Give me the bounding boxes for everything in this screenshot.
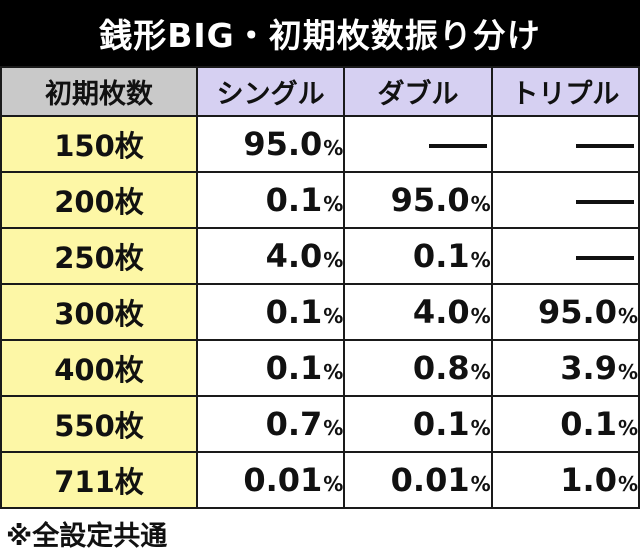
cell-value: 1.0 [560, 461, 617, 499]
cell-value: 0.01 [390, 461, 470, 499]
cell-single: 0.1% [195, 339, 346, 397]
percent-sign: % [323, 136, 344, 160]
dash-mark: — [576, 256, 634, 260]
dash-mark: — [428, 144, 487, 148]
cell-single: 4.0% [195, 227, 346, 285]
cell-double: 4.0% [343, 283, 493, 341]
cell-double: 0.01% [343, 451, 493, 509]
row-label: 550枚 [0, 395, 198, 453]
cell-value: 95.0 [243, 125, 323, 163]
row-label: 300枚 [0, 283, 198, 341]
percent-sign: % [617, 472, 638, 496]
cell-value: 0.1 [412, 405, 470, 443]
cell-single: 0.7% [195, 395, 346, 453]
row-label: 400枚 [0, 339, 198, 397]
cell-double: — [343, 115, 493, 173]
row-label: 250枚 [0, 227, 198, 285]
cell-triple: — [490, 171, 640, 229]
cell-value: 95.0 [538, 293, 617, 331]
cell-value: 95.0 [390, 181, 470, 219]
table-row: 400枚 0.1% 0.8% 3.9% [0, 339, 640, 397]
table-row: 300枚 0.1% 4.0% 95.0% [0, 283, 640, 341]
allocation-table: 初期枚数 シングル ダブル トリプル 150枚95.0%——200枚0.1%95… [0, 66, 640, 509]
percent-sign: % [617, 416, 638, 440]
row-label: 200枚 [0, 171, 198, 229]
table-row: 550枚 0.7% 0.1% 0.1% [0, 395, 640, 453]
cell-single: 95.0% [195, 115, 346, 173]
dash-mark: — [576, 200, 634, 204]
percent-sign: % [470, 416, 491, 440]
cell-double: 0.8% [343, 339, 493, 397]
cell-value: 0.1 [265, 349, 323, 387]
column-header-double: ダブル [343, 66, 493, 117]
cell-value: 0.7 [265, 405, 323, 443]
cell-value: 0.8 [412, 349, 470, 387]
cell-value: 0.01 [243, 461, 323, 499]
percent-sign: % [323, 416, 344, 440]
percent-sign: % [323, 304, 344, 328]
cell-double: 0.1% [343, 395, 493, 453]
cell-triple: 1.0% [490, 451, 640, 509]
cell-value: 4.0 [412, 293, 470, 331]
row-label: 150枚 [0, 115, 198, 173]
cell-value: 3.9 [560, 349, 617, 387]
cell-triple: — [490, 227, 640, 285]
cell-value: 0.1 [265, 181, 323, 219]
percent-sign: % [470, 472, 491, 496]
percent-sign: % [323, 248, 344, 272]
cell-value: 4.0 [265, 237, 323, 275]
percent-sign: % [617, 360, 638, 384]
table-header-row: 初期枚数 シングル ダブル トリプル [0, 66, 640, 117]
dash-mark: — [576, 144, 634, 148]
percent-sign: % [470, 248, 491, 272]
percent-sign: % [323, 360, 344, 384]
cell-value: 0.1 [412, 237, 470, 275]
table-row: 711枚 0.01% 0.01% 1.0% [0, 451, 640, 509]
cell-single: 0.1% [195, 171, 346, 229]
corner-header: 初期枚数 [0, 66, 198, 117]
column-header-triple: トリプル [490, 66, 640, 117]
cell-double: 0.1% [343, 227, 493, 285]
cell-double: 95.0% [343, 171, 493, 229]
percent-sign: % [470, 304, 491, 328]
percent-sign: % [470, 192, 491, 216]
row-label: 711枚 [0, 451, 198, 509]
page-title: 銭形BIG・初期枚数振り分け [0, 0, 640, 66]
cell-single: 0.01% [195, 451, 346, 509]
column-header-single: シングル [195, 66, 346, 117]
cell-value: 0.1 [265, 293, 323, 331]
cell-triple: 95.0% [490, 283, 640, 341]
table-body: 150枚95.0%——200枚0.1%95.0%—250枚4.0%0.1%—30… [0, 115, 640, 509]
cell-triple: — [490, 115, 640, 173]
cell-value: 0.1 [560, 405, 617, 443]
cell-single: 0.1% [195, 283, 346, 341]
percent-sign: % [617, 304, 638, 328]
cell-triple: 3.9% [490, 339, 640, 397]
percent-sign: % [323, 472, 344, 496]
footnote: ※全設定共通 [6, 521, 168, 552]
percent-sign: % [470, 360, 491, 384]
cell-triple: 0.1% [490, 395, 640, 453]
percent-sign: % [323, 192, 344, 216]
